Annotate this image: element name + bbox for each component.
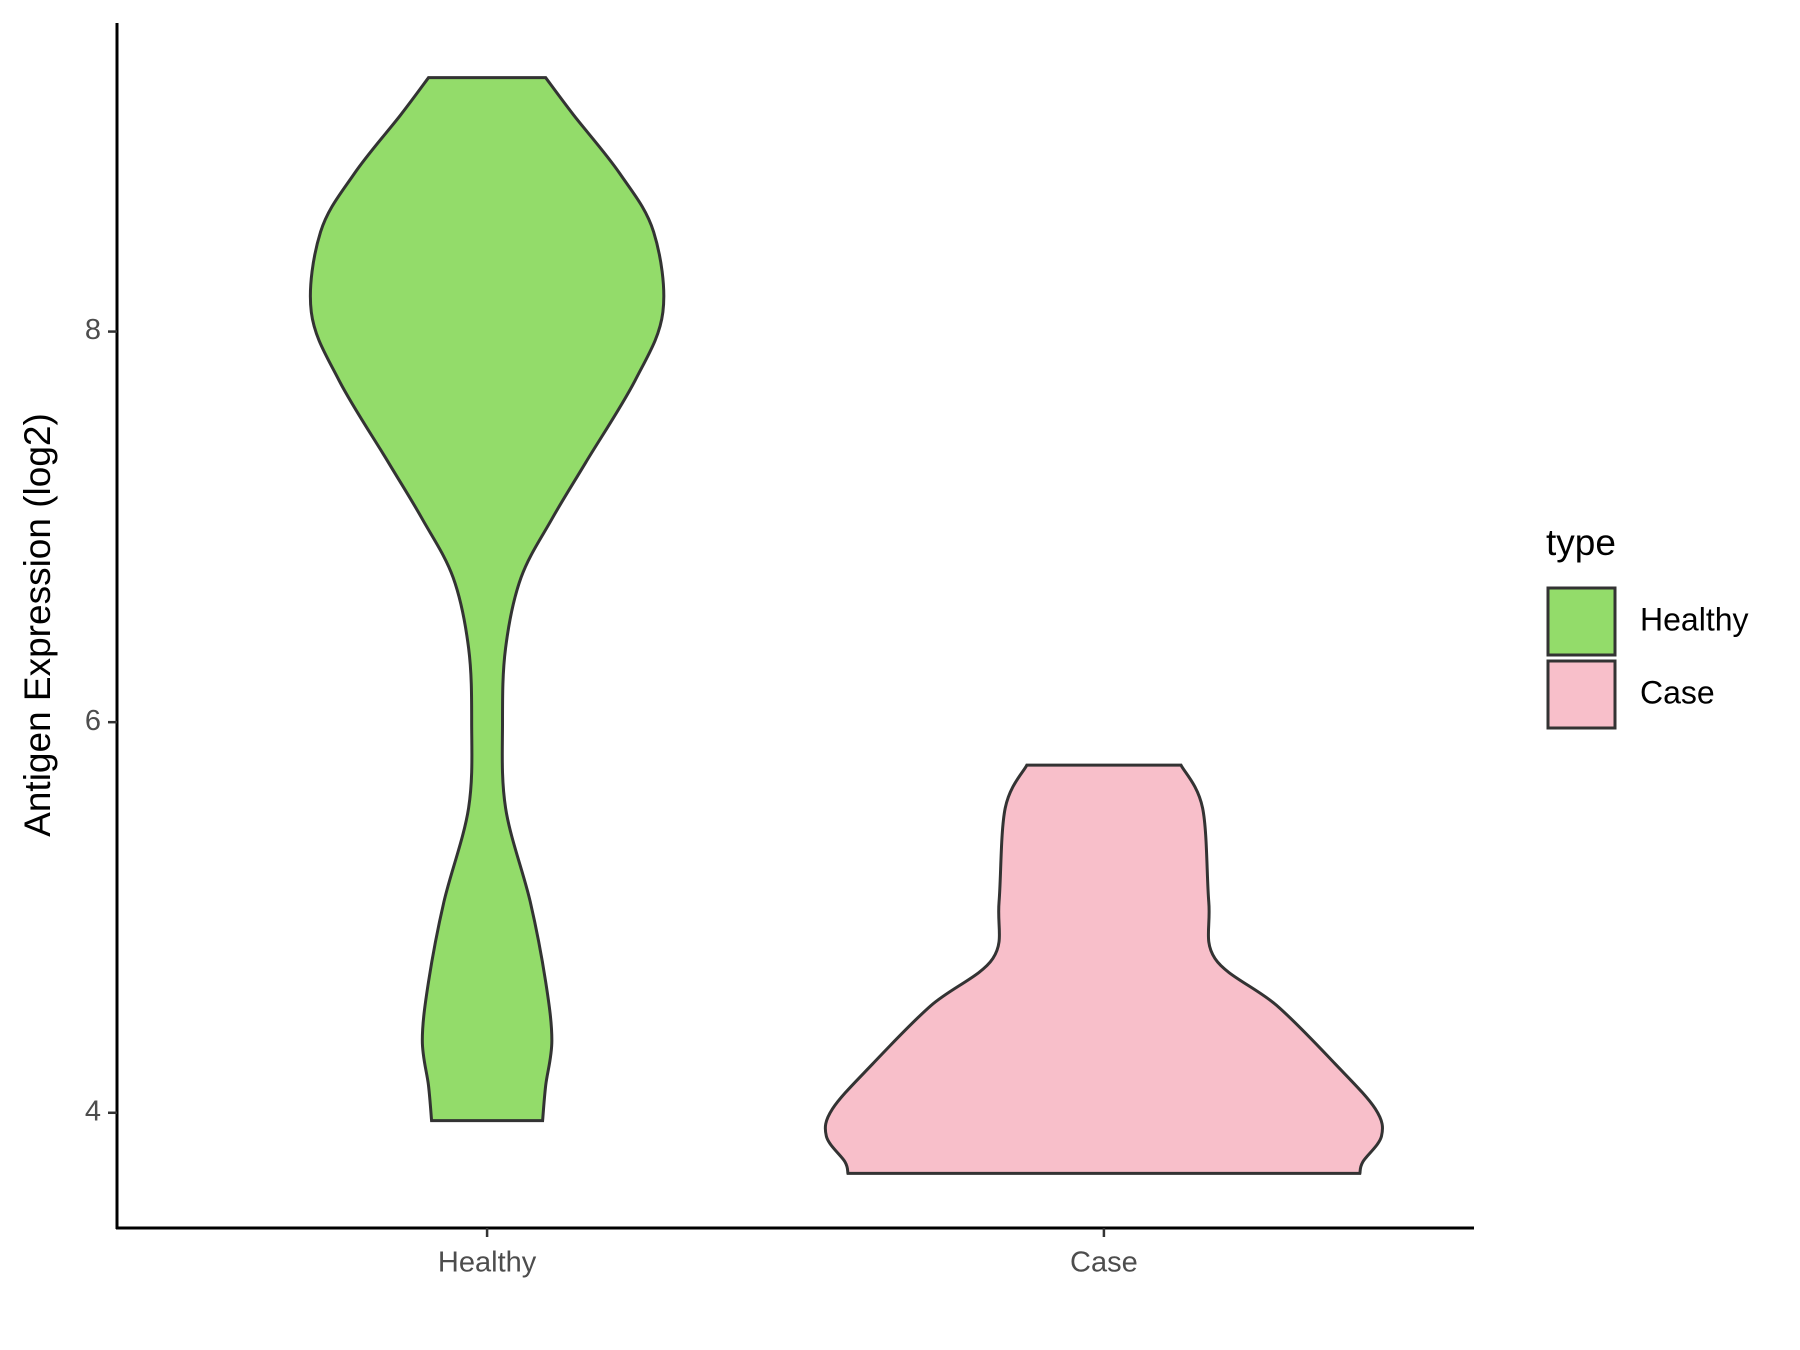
y-tick-label: 8 — [85, 314, 101, 346]
violin — [308, 76, 666, 1123]
legend-key — [1546, 586, 1617, 657]
legend-label: Case — [1640, 674, 1715, 710]
x-tick-label: Healthy — [438, 1247, 537, 1279]
legend-key — [1546, 659, 1617, 730]
x-tick-label: Case — [1070, 1247, 1138, 1279]
legend-label: Healthy — [1640, 601, 1749, 637]
legend-title: type — [1546, 522, 1616, 563]
violin — [823, 763, 1384, 1175]
y-tick-label: 4 — [85, 1095, 101, 1127]
y-axis-title: Antigen Expression (log2) — [17, 413, 58, 837]
y-tick-label: 6 — [85, 705, 101, 737]
